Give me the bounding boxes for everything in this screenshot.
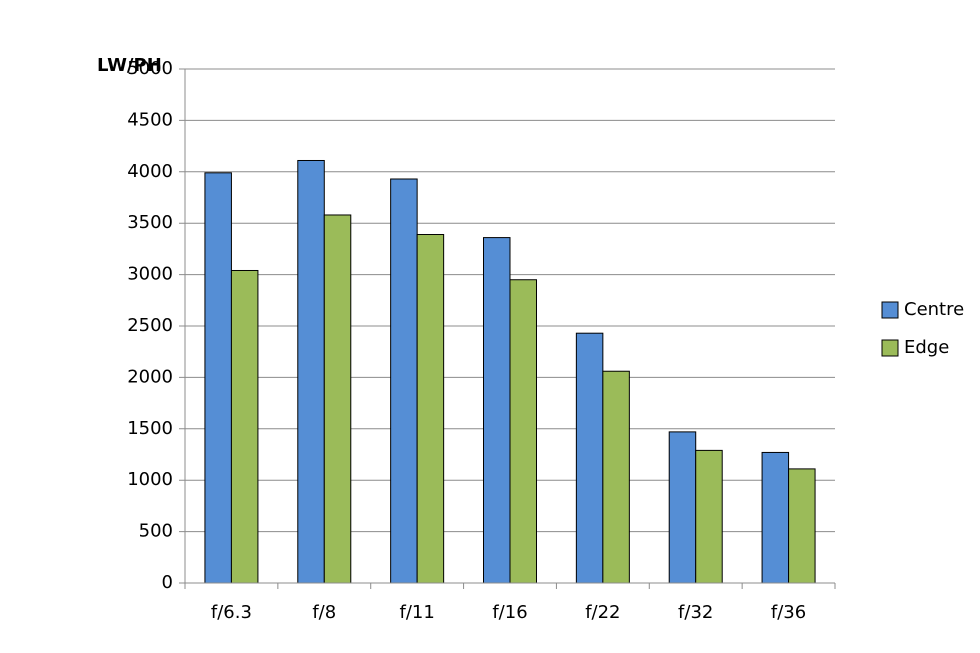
- y-tick-label: 2500: [127, 315, 173, 336]
- y-tick-label: 500: [139, 521, 173, 542]
- bar: [509, 279, 537, 584]
- x-tick-label: f/8: [312, 602, 336, 623]
- bar: [416, 234, 445, 584]
- bar: [323, 214, 352, 584]
- bar: [204, 172, 232, 584]
- bar: [695, 449, 723, 584]
- legend-label: Edge: [904, 337, 949, 358]
- bar: [483, 237, 511, 584]
- bar: [602, 370, 630, 584]
- x-tick-label: f/11: [399, 602, 434, 623]
- y-tick-label: 4000: [127, 161, 173, 182]
- bar: [788, 468, 816, 584]
- x-tick-label: f/36: [771, 602, 806, 623]
- x-tick-label: f/22: [585, 602, 620, 623]
- bar: [761, 451, 790, 584]
- legend-label: Centre: [904, 299, 964, 320]
- y-tick-label: 0: [162, 572, 173, 593]
- y-axis-label: LW/PH: [97, 55, 162, 76]
- y-tick-label: 5000: [127, 58, 173, 79]
- legend-swatch: [881, 339, 899, 357]
- x-tick-label: f/16: [492, 602, 527, 623]
- bar: [230, 269, 259, 584]
- bar: [297, 159, 325, 584]
- x-tick-label: f/32: [678, 602, 713, 623]
- bar: [668, 431, 697, 584]
- y-tick-label: 2000: [127, 366, 173, 387]
- y-tick-label: 4500: [127, 109, 173, 130]
- bar: [390, 178, 418, 584]
- y-tick-label: 3000: [127, 264, 173, 285]
- y-tick-label: 3500: [127, 212, 173, 233]
- x-tick-label: f/6.3: [211, 602, 252, 623]
- y-tick-label: 1000: [127, 469, 173, 490]
- y-tick-label: 1500: [127, 418, 173, 439]
- legend-swatch: [881, 301, 899, 319]
- bar: [575, 332, 604, 584]
